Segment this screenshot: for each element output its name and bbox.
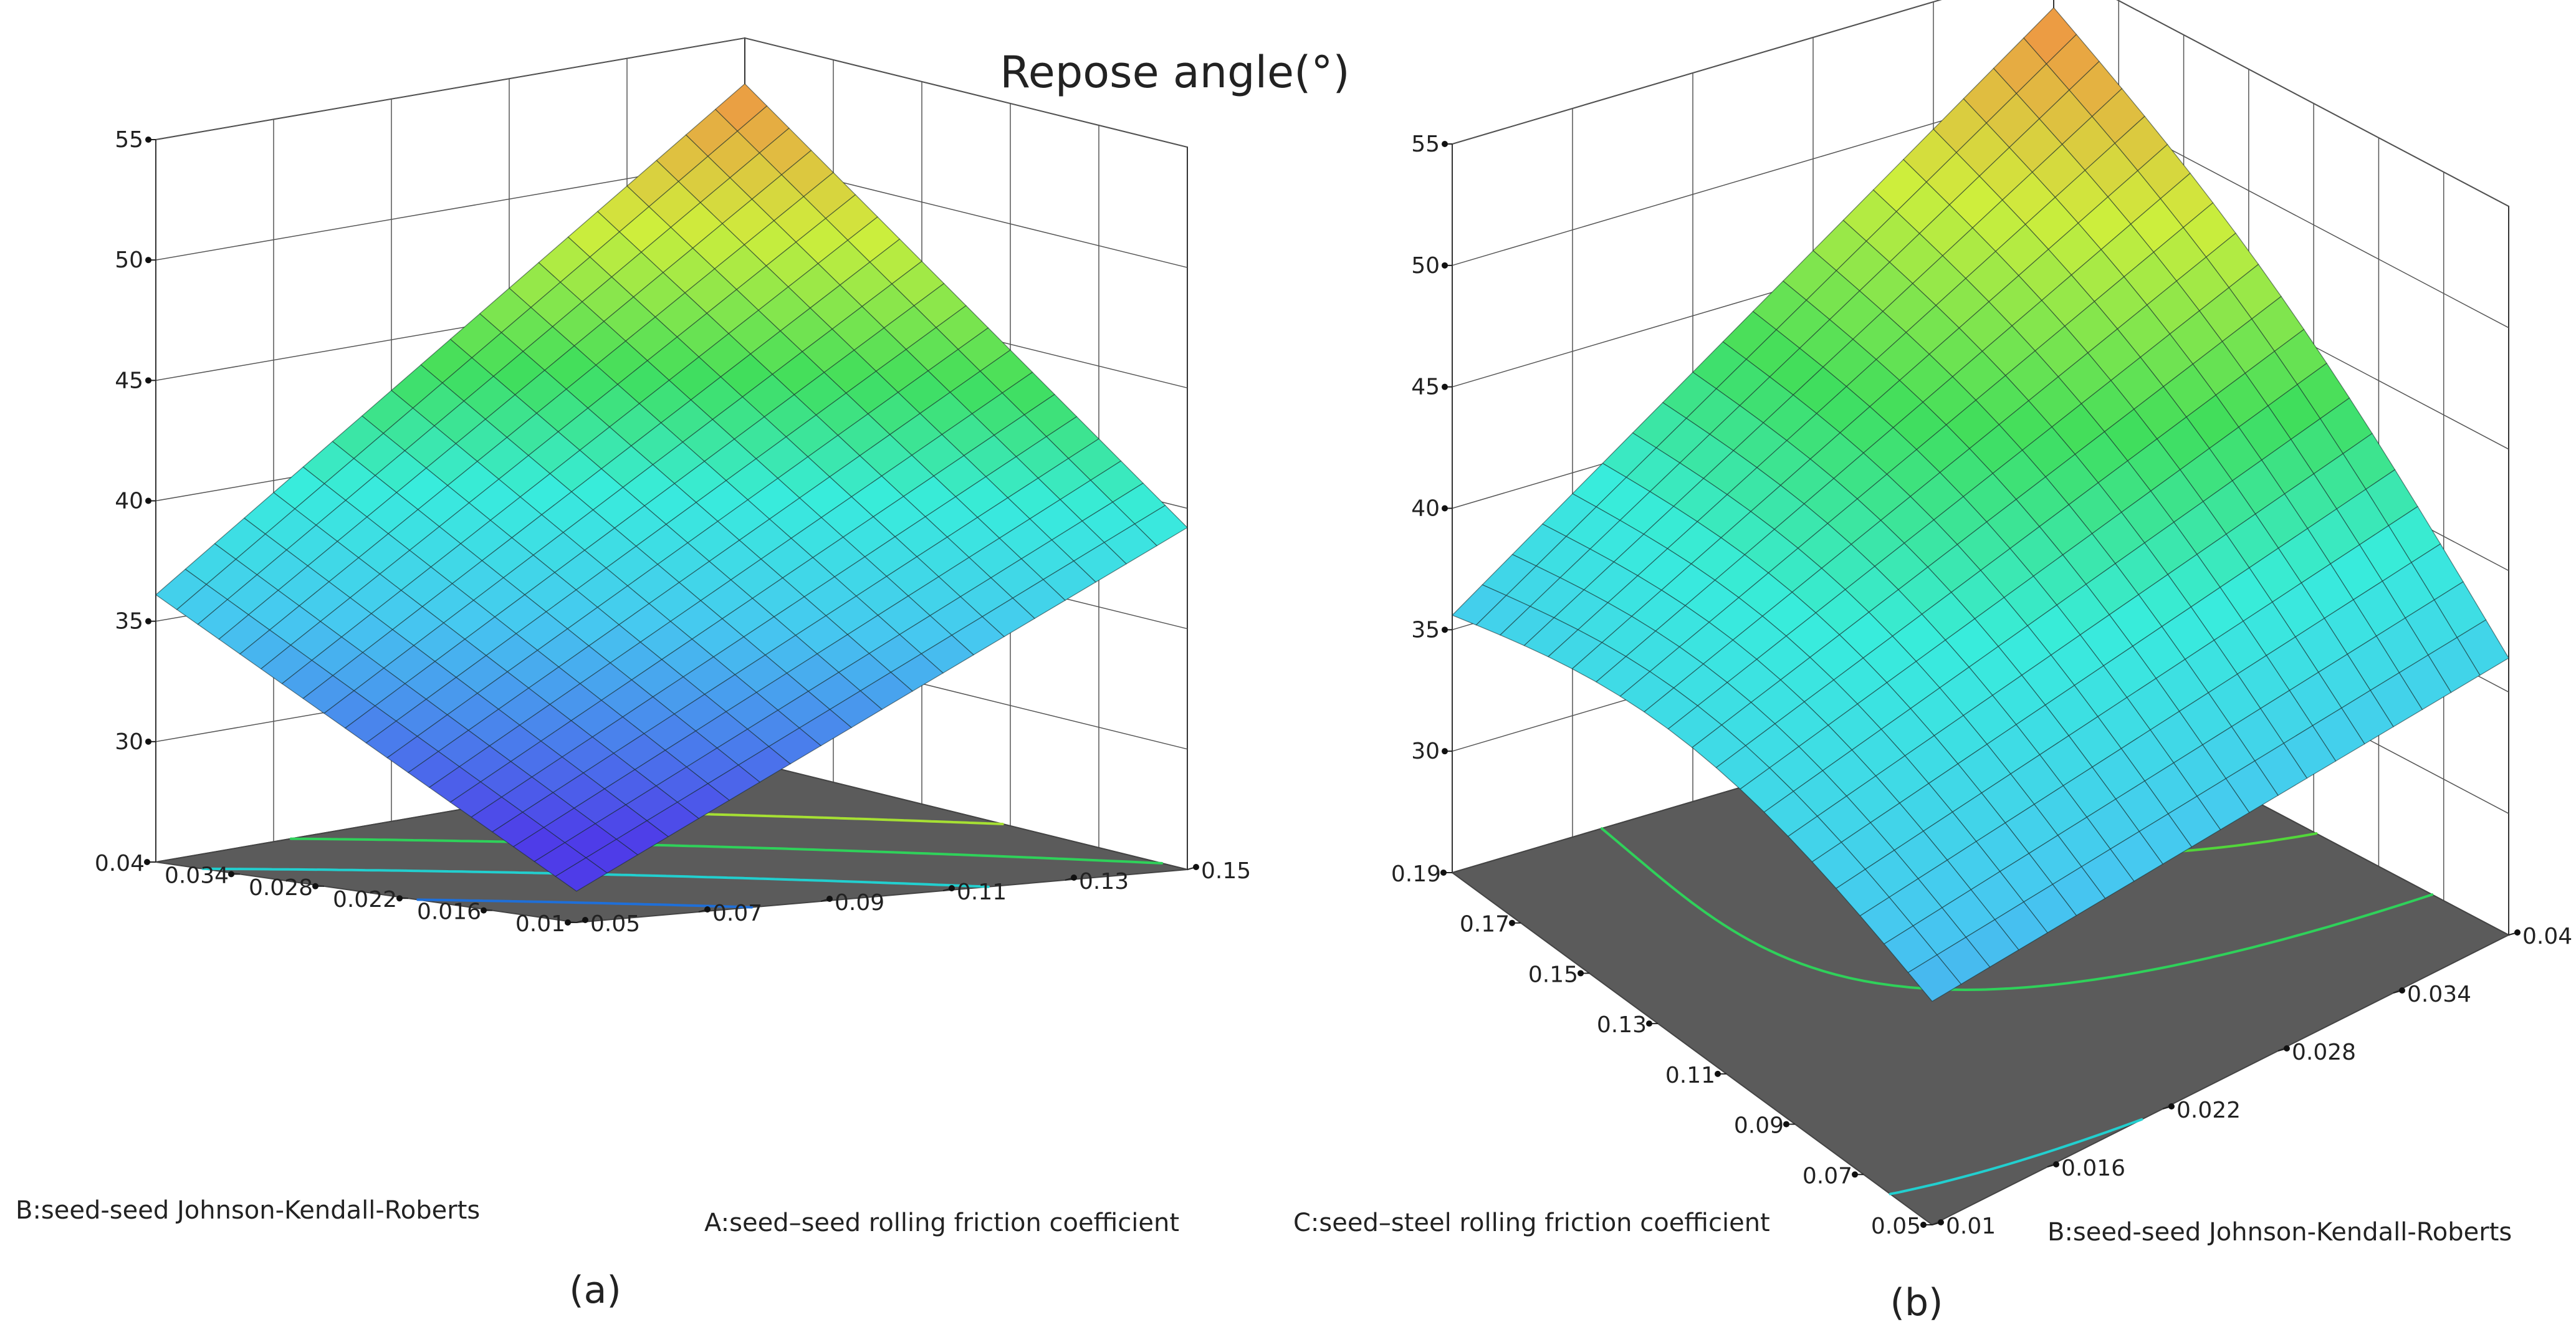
chart-b-y-axis-label: C:seed–steel rolling friction coefficien… (1293, 1209, 1770, 1237)
chart-a-y-tick-dot (481, 907, 487, 914)
chart-b-x-tick-label: 0.016 (2061, 1156, 2125, 1181)
chart-a-y-tick-label: 0.04 (95, 851, 145, 876)
chart-b-z-tick-label: 50 (1411, 253, 1440, 279)
chart-b-caption: (b) (1890, 1281, 1943, 1325)
chart-a-wall-grid-z (155, 37, 1188, 148)
chart-a-contour-30 (416, 898, 754, 909)
chart-a-surface-cell (555, 857, 608, 892)
chart-b-x-tick-label: 0.034 (2407, 982, 2471, 1007)
chart-a-z-tick-label: 50 (115, 247, 143, 273)
chart-b-y-tick-dot (1440, 870, 1447, 876)
chart-a-x-tick-dot (1193, 864, 1199, 870)
chart-b-x-axis-label: B:seed-seed Johnson-Kendall-Roberts (2047, 1218, 2512, 1247)
chart-b-z-tick-dot (1442, 262, 1448, 269)
chart-a-y-tick-dot (312, 883, 318, 889)
chart-b-surface-cell (1907, 954, 1962, 1002)
chart-b-wall-grid-z (1452, 0, 2509, 207)
chart-a-z-tick-dot (145, 618, 151, 625)
chart-b-x-tick-dot (2168, 1103, 2175, 1109)
chart-b-x-tick-label: 0.022 (2176, 1098, 2241, 1123)
chart-a-x-tick-label: 0.13 (1079, 869, 1129, 894)
chart-b-y-tick-dot (1578, 970, 1584, 977)
chart-b-y-tick-dot (1852, 1171, 1858, 1178)
chart-a-y-tick-dot (565, 919, 571, 926)
chart-a: 0.05 0.07 0.09 0.11 0.13 0.15 0.01 0.016 0.022 0.… (16, 37, 1251, 1312)
chart-b-y-tick-label: 0.07 (1803, 1163, 1852, 1189)
chart-b-ticks: 0.01 0.016 0.022 0.028 0.034 0.04 0.05 0.07 0.09… (1391, 132, 2572, 1239)
chart-b-y-tick-label: 0.05 (1871, 1214, 1921, 1239)
chart-a-x-tick-dot (704, 906, 711, 913)
chart-a-z-tick-dot (145, 377, 151, 384)
chart-b-x-tick-label: 0.04 (2522, 924, 2572, 949)
chart-a-x-tick-label: 0.05 (590, 911, 640, 937)
chart-b-y-tick-dot (1509, 919, 1515, 926)
chart-a-z-tick-label: 40 (115, 489, 143, 514)
chart-a-x-tick-dot (826, 896, 833, 902)
chart-b-z-tick-dot (1442, 141, 1448, 147)
chart-b-z-tick-label: 35 (1411, 617, 1440, 643)
chart-a-y-tick-label: 0.034 (165, 863, 229, 888)
chart-b-z-tick-dot (1442, 383, 1448, 390)
chart-b: 0.01 0.016 0.022 0.028 0.034 0.04 0.05 0.07 0.09… (1293, 0, 2572, 1325)
chart-b-y-tick-label: 0.09 (1734, 1113, 1784, 1139)
chart-b-x-tick-dot (2053, 1161, 2059, 1167)
chart-b-y-tick-label: 0.15 (1528, 962, 1578, 987)
chart-b-y-tick-label: 0.17 (1460, 912, 1510, 937)
chart-a-x-tick-label: 0.07 (712, 901, 762, 926)
chart-a-x-tick-label: 0.11 (957, 879, 1007, 905)
chart-a-z-tick-dot (145, 257, 151, 264)
chart-b-y-tick-dot (1783, 1121, 1789, 1128)
chart-a-z-tick-label: 35 (115, 609, 143, 635)
chart-a-z-tick-label: 55 (115, 127, 143, 153)
chart-a-x-tick-dot (949, 885, 955, 891)
chart-a-caption: (a) (569, 1268, 621, 1312)
chart-a-z-tick-label: 45 (115, 368, 143, 393)
chart-a-x-tick-dot (582, 917, 588, 923)
chart-b-y-tick-label: 0.19 (1391, 861, 1441, 887)
chart-b-z-tick-label: 45 (1411, 375, 1440, 400)
chart-b-z-tick-dot (1442, 626, 1448, 633)
chart-a-y-tick-label: 0.022 (333, 887, 397, 913)
chart-b-z-tick-dot (1442, 505, 1448, 512)
chart-b-z-tick-dot (1442, 748, 1448, 755)
chart-b-x-tick-dot (1938, 1219, 1944, 1225)
chart-a-x-tick-label: 0.09 (835, 890, 884, 916)
chart-a-x-tick-dot (1071, 875, 1077, 881)
chart-a-ticks: 0.05 0.07 0.09 0.11 0.13 0.15 0.01 0.016 0.022 0.… (95, 127, 1251, 937)
chart-b-y-tick-label: 0.11 (1665, 1063, 1715, 1088)
chart-b-y-tick-dot (1646, 1020, 1652, 1027)
chart-a-y-tick-label: 0.016 (417, 899, 481, 925)
chart-b-z-tick-label: 30 (1411, 739, 1440, 764)
chart-a-y-tick-dot (396, 895, 403, 902)
chart-a-surface (155, 83, 1189, 892)
chart-b-surface (1451, 7, 2509, 1002)
chart-b-contour-35 (1889, 1118, 2143, 1196)
chart-b-y-tick-dot (1715, 1070, 1721, 1077)
chart-b-y-tick-label: 0.13 (1597, 1012, 1647, 1038)
chart-a-y-tick-label: 0.028 (249, 875, 313, 901)
chart-b-x-tick-label: 0.028 (2292, 1040, 2356, 1065)
chart-a-x-axis-label: A:seed–seed rolling friction coefficient (704, 1209, 1179, 1237)
figure-title: Repose angle(°) (1000, 47, 1349, 98)
chart-a-x-tick-label: 0.15 (1201, 858, 1251, 884)
chart-a-y-tick-dot (228, 871, 234, 878)
chart-b-x-tick-dot (2399, 987, 2405, 994)
chart-a-z-tick-dot (145, 137, 151, 143)
chart-b-x-tick-label: 0.01 (1946, 1214, 1996, 1239)
chart-b-y-tick-dot (1920, 1222, 1927, 1228)
chart-b-z-tick-label: 40 (1411, 496, 1440, 522)
chart-a-y-tick-dot (144, 859, 150, 865)
chart-a-z-tick-dot (145, 497, 151, 504)
chart-b-x-tick-dot (2284, 1045, 2290, 1052)
chart-a-contour-35 (201, 867, 990, 888)
chart-a-y-tick-label: 0.01 (515, 911, 565, 937)
chart-a-z-tick-dot (145, 738, 151, 745)
chart-a-z-tick-label: 30 (115, 729, 143, 755)
chart-a-y-axis-label: B:seed-seed Johnson-Kendall-Roberts (16, 1196, 480, 1225)
chart-b-x-tick-dot (2514, 929, 2521, 936)
chart-b-z-tick-label: 55 (1411, 132, 1440, 157)
